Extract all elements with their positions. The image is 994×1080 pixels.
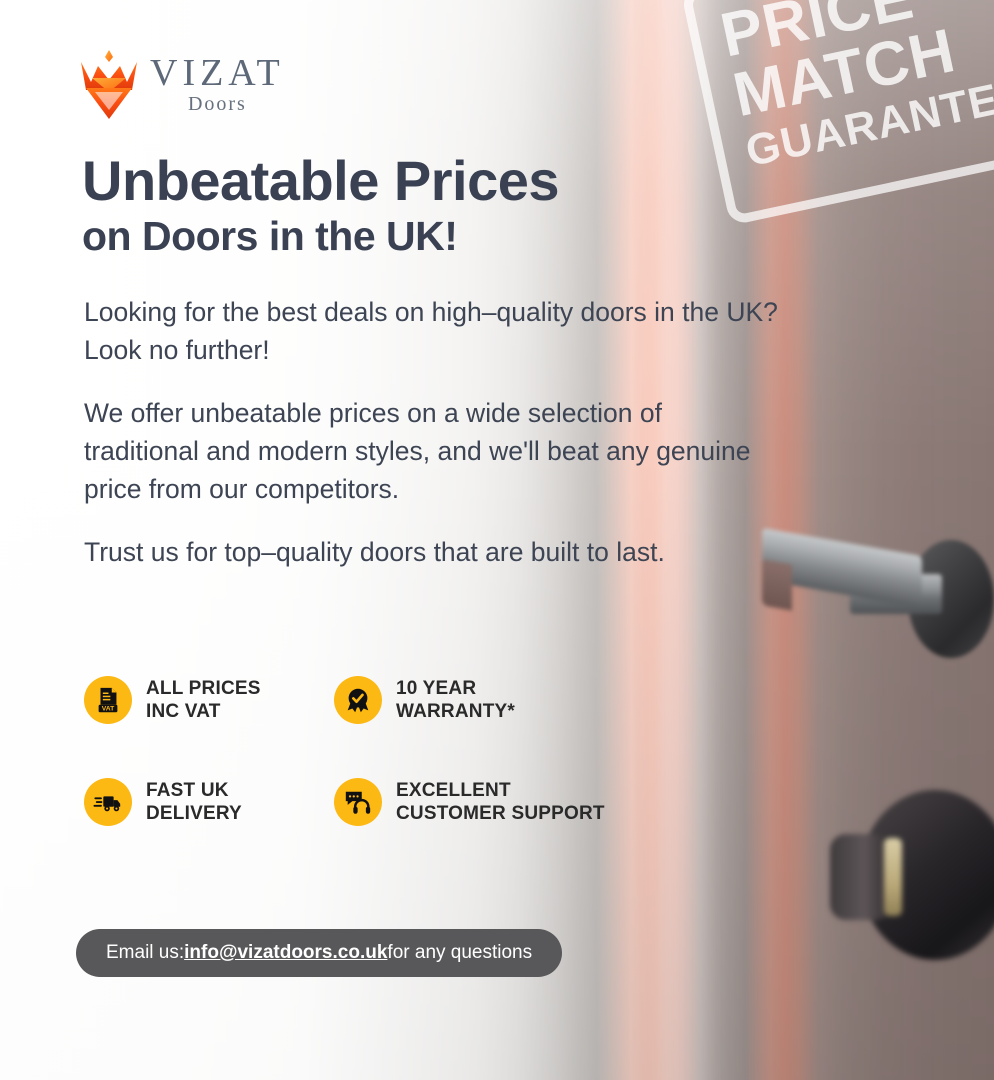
- chat-headset-icon: [334, 778, 382, 826]
- feature-item-10-year-warranty: 10 YEAR WARRANTY*: [334, 676, 605, 724]
- body-copy: Looking for the best deals on high–quali…: [84, 294, 784, 572]
- feature-list: VAT ALL PRICES INC VAT 10 YEAR WARRANTY*: [84, 676, 605, 826]
- brand-tagline: Doors: [187, 93, 247, 115]
- feature-label: EXCELLENT CUSTOMER SUPPORT: [396, 779, 605, 824]
- feature-label: FAST UK DELIVERY: [146, 779, 242, 824]
- vat-document-icon: VAT: [84, 676, 132, 724]
- email-suffix: for any questions: [387, 942, 533, 963]
- svg-text:VAT: VAT: [102, 706, 115, 713]
- email-contact-pill[interactable]: Email us: info@vizatdoors.co.uk for any …: [76, 929, 563, 977]
- brand-wordmark: VIZAT Doors: [150, 54, 285, 114]
- page-title: Unbeatable Prices on Doors in the UK!: [82, 149, 560, 260]
- crown-v-logo-icon: [78, 48, 140, 120]
- feature-item-all-prices-inc-vat: VAT ALL PRICES INC VAT: [84, 676, 334, 724]
- feature-item-excellent-customer-support: EXCELLENT CUSTOMER SUPPORT: [334, 778, 605, 826]
- brand-name: VIZAT: [150, 52, 285, 94]
- email-prefix: Email us:: [106, 942, 185, 963]
- headline-line-1: Unbeatable Prices: [82, 149, 560, 212]
- feature-item-fast-uk-delivery: FAST UK DELIVERY: [84, 778, 334, 826]
- body-paragraph-3: Trust us for top–quality doors that are …: [84, 537, 665, 568]
- headline-line-2: on Doors in the UK!: [82, 213, 458, 260]
- feature-label: 10 YEAR WARRANTY*: [396, 677, 515, 722]
- body-paragraph-2: We offer unbeatable prices on a wide sel…: [84, 398, 751, 504]
- award-rosette-icon: [334, 676, 382, 724]
- body-paragraph-1: Looking for the best deals on high–quali…: [84, 297, 778, 365]
- brand-logo[interactable]: VIZAT Doors: [78, 48, 285, 120]
- feature-label: ALL PRICES INC VAT: [146, 677, 261, 722]
- email-address-link[interactable]: info@vizatdoors.co.uk: [184, 942, 388, 963]
- delivery-truck-icon: [84, 778, 132, 826]
